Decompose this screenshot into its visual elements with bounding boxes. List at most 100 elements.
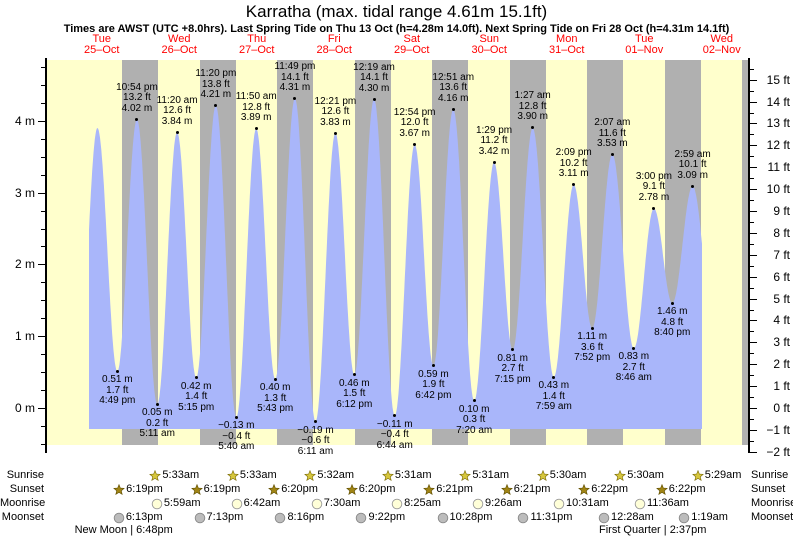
tide-extreme-dot [254, 127, 258, 131]
axis-tick [750, 123, 757, 125]
tide-label-line: 0.05 m [141, 407, 173, 419]
sunrise-event: 5:32am [304, 469, 354, 482]
moonrise-event: 9:26am [472, 497, 522, 510]
low-tide-label: 0.42 m 1.4 ft 5:15 pm [178, 381, 214, 414]
tide-label-line: 6:44 am [376, 439, 413, 451]
tide-label-line: 11:50 am [235, 91, 277, 103]
axis-tick [38, 264, 45, 266]
axis-tick [41, 66, 45, 68]
sunrise-star-icon [536, 469, 549, 481]
tide-extreme-dot [155, 402, 159, 406]
tide-label-line: 3.67 m [399, 127, 430, 139]
tide-label-line: −0.4 ft [222, 430, 251, 442]
ft-axis-tick-label: 6 ft [773, 269, 790, 284]
day-date: 30–Oct [471, 44, 507, 56]
axis-tick [750, 309, 754, 311]
tide-label-line: 5:40 am [218, 441, 255, 453]
day-label: Tue 25–Oct [84, 34, 119, 56]
tide-label-line: 8:40 pm [654, 327, 691, 339]
day-label: Tue 01–Nov [625, 34, 663, 56]
low-tide-label: 1.46 m 4.8 ft 8:40 pm [654, 307, 690, 339]
tide-label-line: 3.09 m [677, 169, 708, 181]
axis-tick [750, 429, 757, 431]
tide-label-line: 0.59 m [418, 368, 449, 380]
ft-axis-tick-label: 1 ft [773, 379, 790, 394]
axis-tick [750, 342, 757, 344]
day-date: 25–Oct [84, 44, 120, 56]
tide-label-line: 3.84 m [161, 115, 193, 127]
axis-tick [41, 84, 45, 86]
axis-tick [750, 167, 757, 169]
tide-label-line: 11:49 pm [274, 61, 316, 73]
axis-tick [750, 90, 754, 92]
ft-axis-tick-label: 14 ft [766, 94, 790, 109]
almanac-label-right-sunset: Sunset [751, 483, 786, 495]
moonset-time: 7:13pm [206, 511, 244, 523]
day-name: Sat [403, 33, 420, 45]
almanac-label-right-moonset: Moonset [751, 511, 793, 523]
axis-tick [41, 390, 45, 392]
moonset-circle-icon [518, 512, 529, 523]
almanac-label-left-sunset: Sunset [9, 483, 44, 495]
tide-extreme-dot [413, 142, 417, 146]
tide-curve [89, 98, 702, 429]
tide-label-line: 11.6 ft [598, 127, 626, 139]
high-tide-label: 12:19 am 14.1 ft 4.30 m [353, 62, 395, 95]
moonrise-event: 6:42am [231, 497, 280, 510]
moonrise-event: 8:25am [391, 497, 441, 510]
day-name: Wed [168, 33, 191, 45]
tide-extreme-dot [652, 206, 656, 210]
axis-tick [750, 101, 757, 103]
low-tide-label: 0.59 m 1.9 ft 6:42 pm [415, 368, 451, 402]
sunset-star-icon [500, 483, 513, 495]
moon-phase-note: New Moon | 6:48pm [74, 524, 173, 536]
tide-extreme-dot [293, 97, 297, 101]
high-tide-label: 2:09 pm 10.2 ft 3.11 m [556, 148, 592, 180]
day-date: 26–Oct [161, 44, 197, 56]
tide-extreme-dot [472, 399, 476, 403]
tide-label-line: 0.81 m [497, 352, 528, 364]
tide-label-line: 10.1 ft [678, 159, 707, 171]
tide-extreme-dot [372, 97, 376, 101]
tide-label-line: 7:15 pm [494, 373, 531, 385]
tide-label-line: 11:20 pm [195, 68, 237, 80]
tide-extreme-dot [175, 130, 179, 134]
day-name: Thu [247, 33, 267, 45]
sunset-star-icon [345, 483, 358, 495]
tide-label-line: 1.9 ft [422, 379, 445, 391]
tide-label-line: 1.46 m [656, 306, 688, 318]
tide-label-line: 10:54 pm [116, 81, 158, 93]
tide-label-line: 12.0 ft [400, 117, 429, 129]
ft-axis-tick-label: 11 ft [767, 160, 790, 175]
axis-tick [750, 408, 757, 409]
ft-axis-tick-label: 8 ft [773, 225, 790, 240]
tide-label-line: 2:59 am [674, 148, 711, 160]
tide-label-line: 3.53 m [597, 138, 628, 150]
right-axis [748, 58, 750, 453]
day-name: Tue [634, 33, 654, 45]
tide-area-path [89, 98, 702, 429]
tide-label-line: 12.6 ft [163, 105, 191, 117]
axis-tick [750, 68, 754, 70]
day-label: Thu 27–Oct [239, 34, 274, 56]
tide-label-line: 4.02 m [121, 102, 153, 114]
sunrise-star-icon [459, 469, 472, 481]
moonset-circle-icon [437, 512, 448, 523]
moonset-circle-icon [356, 512, 367, 523]
tide-extreme-dot [234, 415, 238, 419]
moonset-time: 10:28pm [449, 511, 493, 523]
sunrise-star-icon [304, 469, 317, 481]
axis-tick [750, 200, 754, 202]
low-tide-label: 0.81 m 2.7 ft 7:15 pm [494, 352, 531, 386]
almanac-label-left-moonset: Moonset [1, 511, 44, 523]
moonrise-circle-icon [231, 498, 242, 509]
ft-axis-tick-label: 9 ft [773, 204, 790, 219]
low-tide-label: 0.83 m 2.7 ft 8:46 am [616, 352, 652, 384]
tide-extreme-dot [670, 301, 674, 305]
tide-label-line: 3.6 ft [581, 341, 604, 353]
moonset-event: 12:28am [598, 511, 654, 524]
tide-extreme-dot [352, 373, 356, 377]
axis-tick [41, 300, 45, 302]
sunset-event: 6:22pm [578, 483, 628, 496]
tide-extreme-dot [431, 364, 435, 368]
